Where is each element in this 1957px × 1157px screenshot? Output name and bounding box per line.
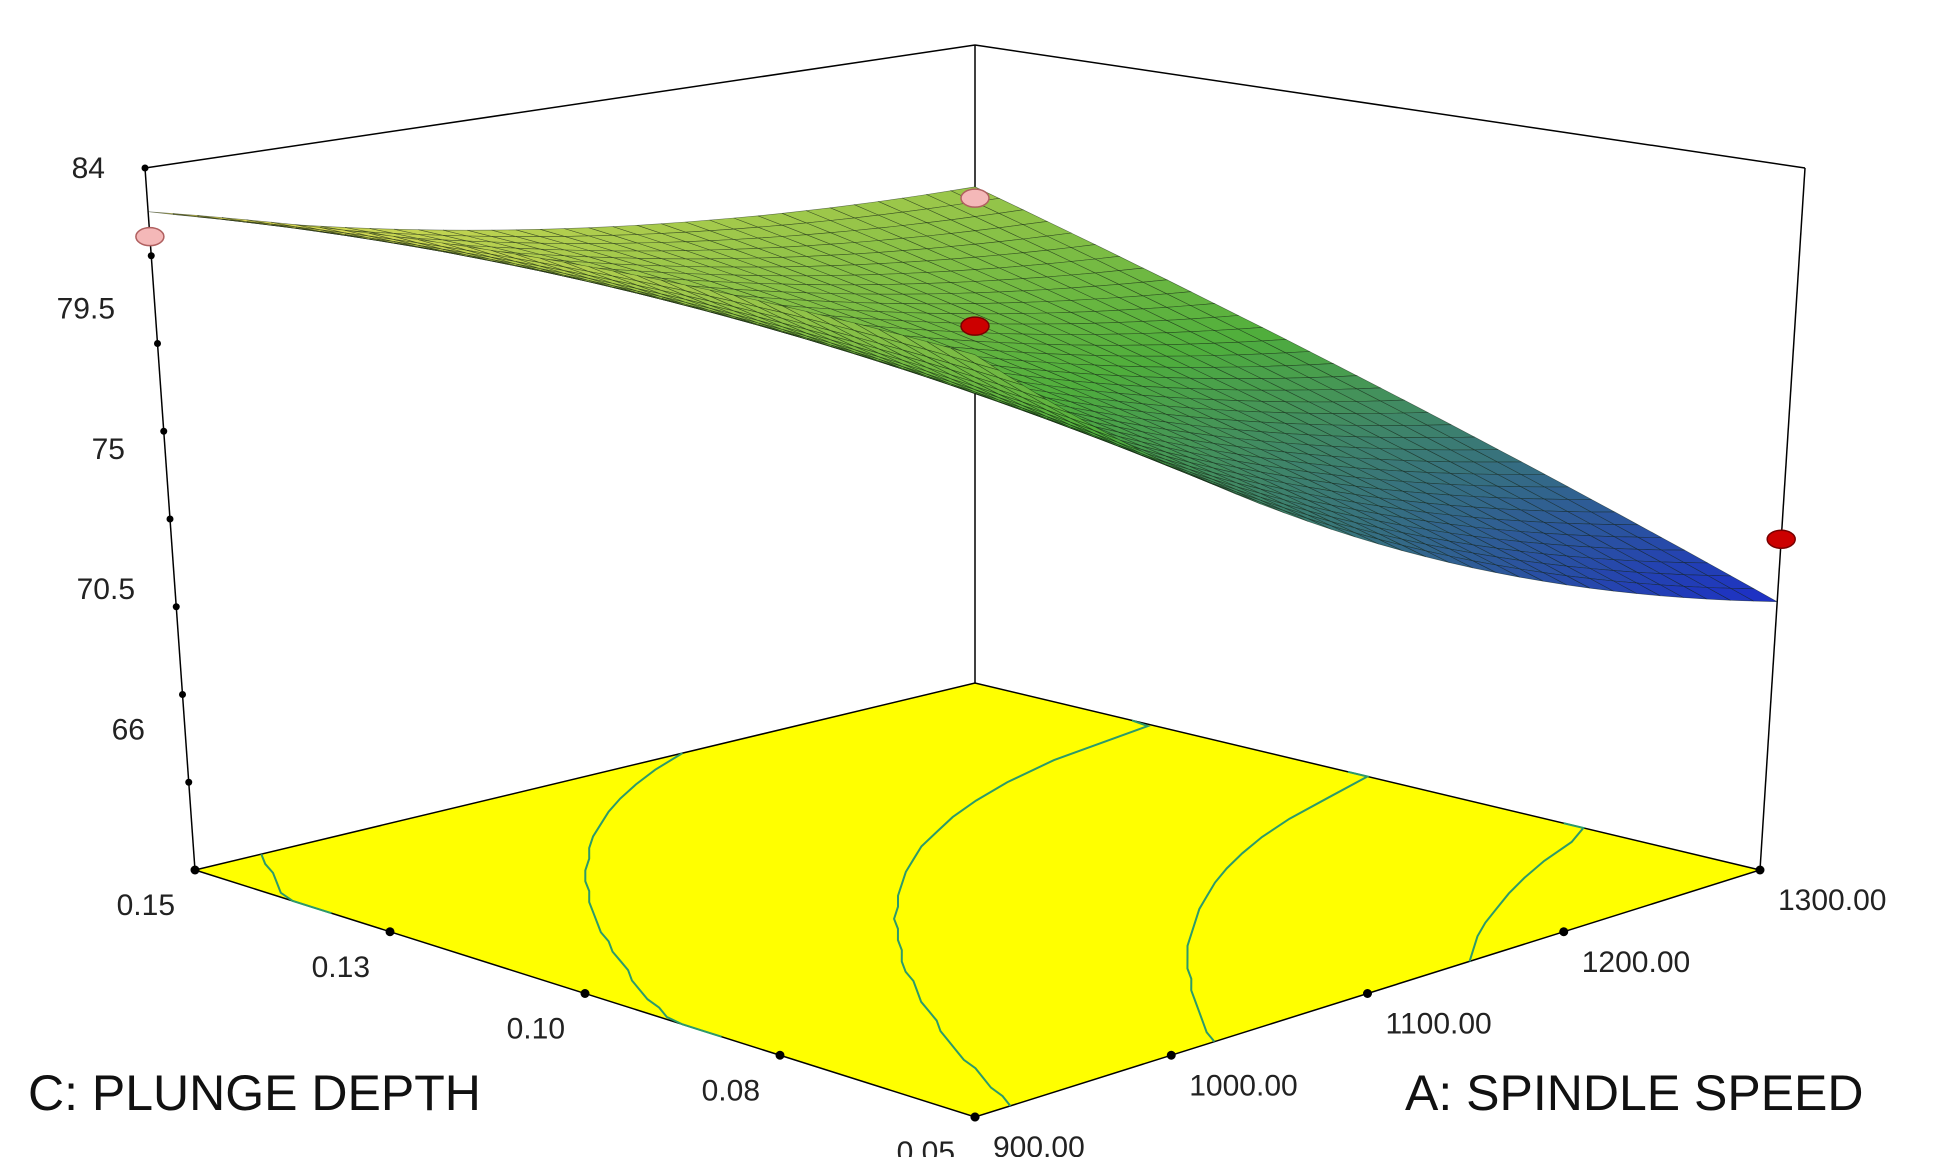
box-edge-right-vertical bbox=[1759, 167, 1806, 871]
design-point bbox=[960, 188, 990, 208]
z-tick-label: 75 bbox=[92, 433, 125, 466]
axis-ticks: 66 70.5 75 79.5 84 900.00 1000.00 1100.00 1200.0… bbox=[57, 152, 1887, 1157]
x-axis-title: A: SPINDLE SPEED bbox=[1405, 1065, 1864, 1121]
design-points bbox=[135, 188, 1796, 550]
x-tick-mark bbox=[1559, 927, 1569, 937]
z-tick-mark bbox=[141, 164, 149, 172]
design-point bbox=[135, 226, 165, 247]
z-tick-mark bbox=[185, 778, 193, 786]
y-tick-mark bbox=[970, 1112, 980, 1122]
x-tick-label: 1000.00 bbox=[1189, 1069, 1297, 1102]
box-edge-top-left bbox=[144, 44, 976, 169]
design-point bbox=[1766, 529, 1796, 550]
y-tick-mark bbox=[190, 865, 200, 875]
y-axis-title: C: PLUNGE DEPTH bbox=[28, 1065, 481, 1121]
x-tick-label: 1300.00 bbox=[1778, 884, 1886, 917]
y-tick-label: 0.10 bbox=[507, 1013, 565, 1046]
y-tick-label: 0.05 bbox=[897, 1136, 955, 1157]
y-tick-label: 0.13 bbox=[312, 951, 370, 984]
floor-contour-line bbox=[1468, 822, 1586, 962]
x-tick-mark bbox=[1755, 865, 1765, 875]
floor-contour-line bbox=[260, 853, 332, 915]
response-surface-mesh bbox=[148, 186, 1778, 602]
z-tick-mark bbox=[179, 691, 186, 698]
box-edge-top-right bbox=[974, 44, 1806, 169]
y-tick-mark bbox=[775, 1050, 785, 1060]
y-tick-mark bbox=[385, 927, 395, 937]
x-tick-label: 900.00 bbox=[993, 1131, 1085, 1157]
y-tick-label: 0.08 bbox=[702, 1074, 760, 1107]
surface-cell bbox=[1730, 588, 1778, 602]
z-tick-label: 66 bbox=[112, 714, 145, 747]
z-tick-label: 79.5 bbox=[57, 292, 115, 325]
z-tick-mark bbox=[160, 427, 168, 435]
z-tick-label: 70.5 bbox=[77, 573, 135, 606]
floor-contour-line bbox=[893, 719, 1151, 1107]
design-point bbox=[960, 316, 990, 336]
floor-contour-plane bbox=[192, 682, 1763, 1118]
x-tick-label: 1100.00 bbox=[1386, 1008, 1492, 1041]
z-tick-mark bbox=[154, 340, 161, 347]
x-tick-label: 1200.00 bbox=[1582, 946, 1690, 979]
x-tick-mark bbox=[1166, 1050, 1176, 1060]
y-tick-mark bbox=[580, 989, 590, 998]
floor-plane bbox=[192, 682, 1763, 1118]
z-tick-label: 84 bbox=[72, 152, 105, 185]
x-tick-mark bbox=[1363, 989, 1372, 998]
z-tick-mark bbox=[147, 252, 155, 260]
floor-contour-line bbox=[584, 752, 722, 1038]
z-tick-mark bbox=[166, 515, 174, 523]
y-tick-label: 0.15 bbox=[117, 889, 175, 922]
floor-contour-line bbox=[1186, 770, 1371, 1043]
z-tick-mark bbox=[172, 603, 180, 611]
